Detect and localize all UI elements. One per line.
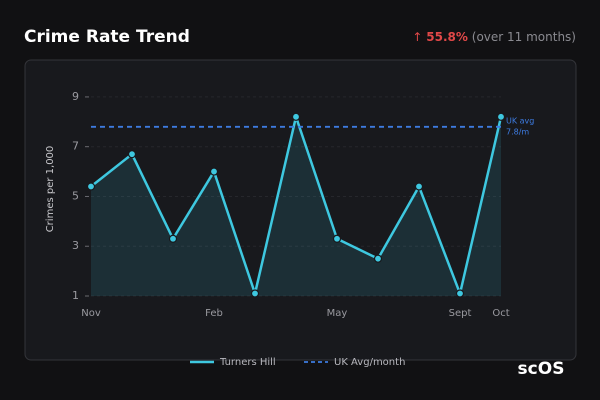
x-tick-label: Feb [205, 308, 223, 319]
point [291, 112, 301, 121]
reference-label: 7.8/m [506, 127, 529, 136]
y-tick-label: 1 [72, 289, 79, 302]
x-tick-label: Nov [81, 308, 101, 319]
point [209, 167, 219, 176]
y-axis-label: Crimes per 1,000 [45, 146, 56, 233]
y-tick-label: 9 [72, 90, 79, 103]
point [496, 112, 506, 121]
point [127, 150, 137, 159]
point [373, 254, 383, 263]
change-arrow: ↑ [412, 30, 422, 44]
x-tick-label: Oct [492, 308, 509, 319]
change-summary: ↑ 55.8% (over 11 months) [412, 30, 576, 44]
change-value: 55.8% [426, 30, 468, 44]
plot: 1 3 5 7 9 Crimes per 1,000 Nov Feb May Sept Oct UK … [45, 90, 534, 368]
point [86, 182, 96, 191]
legend-label: UK Avg/month [334, 357, 405, 368]
reference-label: UK avg [506, 116, 534, 125]
y-tick-label: 5 [72, 189, 79, 202]
area [91, 116, 501, 296]
change-note: (over 11 months) [472, 30, 576, 44]
x-tick-label: Sept [449, 308, 472, 319]
brand-logo: scOS [518, 359, 565, 379]
point [332, 234, 342, 243]
point [168, 234, 178, 243]
x-tick-label: May [327, 308, 348, 319]
legend-label: Turners Hill [219, 357, 276, 368]
y-tick-label: 7 [72, 140, 79, 153]
y-tick-label: 3 [72, 239, 79, 252]
point [250, 289, 260, 298]
point [455, 289, 465, 298]
title: Crime Rate Trend [24, 27, 190, 47]
point [414, 182, 424, 191]
chart-card [24, 59, 577, 361]
